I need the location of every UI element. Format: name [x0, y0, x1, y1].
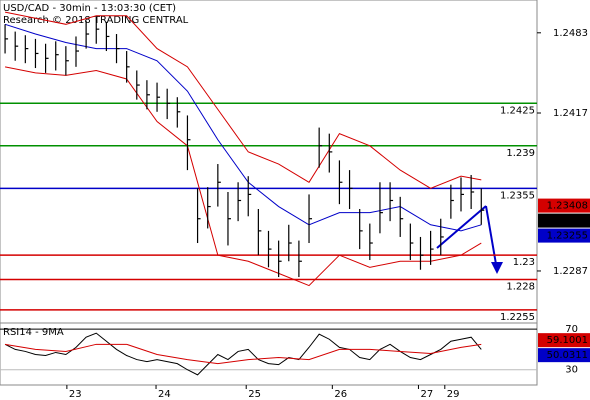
price-box: [538, 333, 590, 348]
chart-title: USD/CAD - 30min - 13:03:30 (CET): [3, 3, 176, 14]
plot-frame: [0, 0, 538, 386]
y-tick-label: 1.2417: [553, 108, 588, 119]
level-label: 1.2355: [500, 190, 535, 201]
x-tick-label: 27: [420, 389, 433, 400]
x-tick-label: 23: [69, 389, 82, 400]
level-label: 1.2425: [500, 105, 535, 116]
y-tick-label: 70: [565, 324, 578, 335]
x-tick-label: 24: [158, 389, 171, 400]
y-tick-label: 1.2287: [553, 266, 588, 277]
level-label: 1.239: [506, 148, 535, 159]
price-box: [538, 213, 590, 228]
level-label: 1.2255: [500, 312, 535, 323]
overlay-line: [4, 66, 482, 287]
price-box: [538, 198, 590, 213]
price-box-label: 1.23372: [547, 216, 588, 227]
arrow-head: [491, 262, 503, 274]
price-box-label: 1.23408: [547, 201, 588, 212]
x-tick-label: 25: [248, 389, 261, 400]
price-box-label: 1.23255: [547, 231, 588, 242]
rsi-line: [4, 343, 482, 365]
rsi-line: [4, 332, 482, 376]
price-box: [538, 228, 590, 243]
level-label: 1.23: [513, 257, 535, 268]
x-tick-label: 29: [447, 389, 460, 400]
price-box: [538, 348, 590, 363]
overlay-line: [4, 11, 482, 189]
price-box-label: 59.1001: [547, 335, 588, 346]
y-tick-label: 1.2483: [553, 28, 588, 39]
x-tick-label: 26: [334, 389, 347, 400]
rsi-title: RSI14 - 9MA: [3, 327, 64, 338]
level-label: 1.228: [506, 281, 535, 292]
y-tick-label: 30: [565, 365, 578, 376]
trend-line: [436, 205, 487, 249]
forecast-arrow: [485, 205, 498, 271]
price-box-label: 50.0311: [547, 350, 588, 361]
